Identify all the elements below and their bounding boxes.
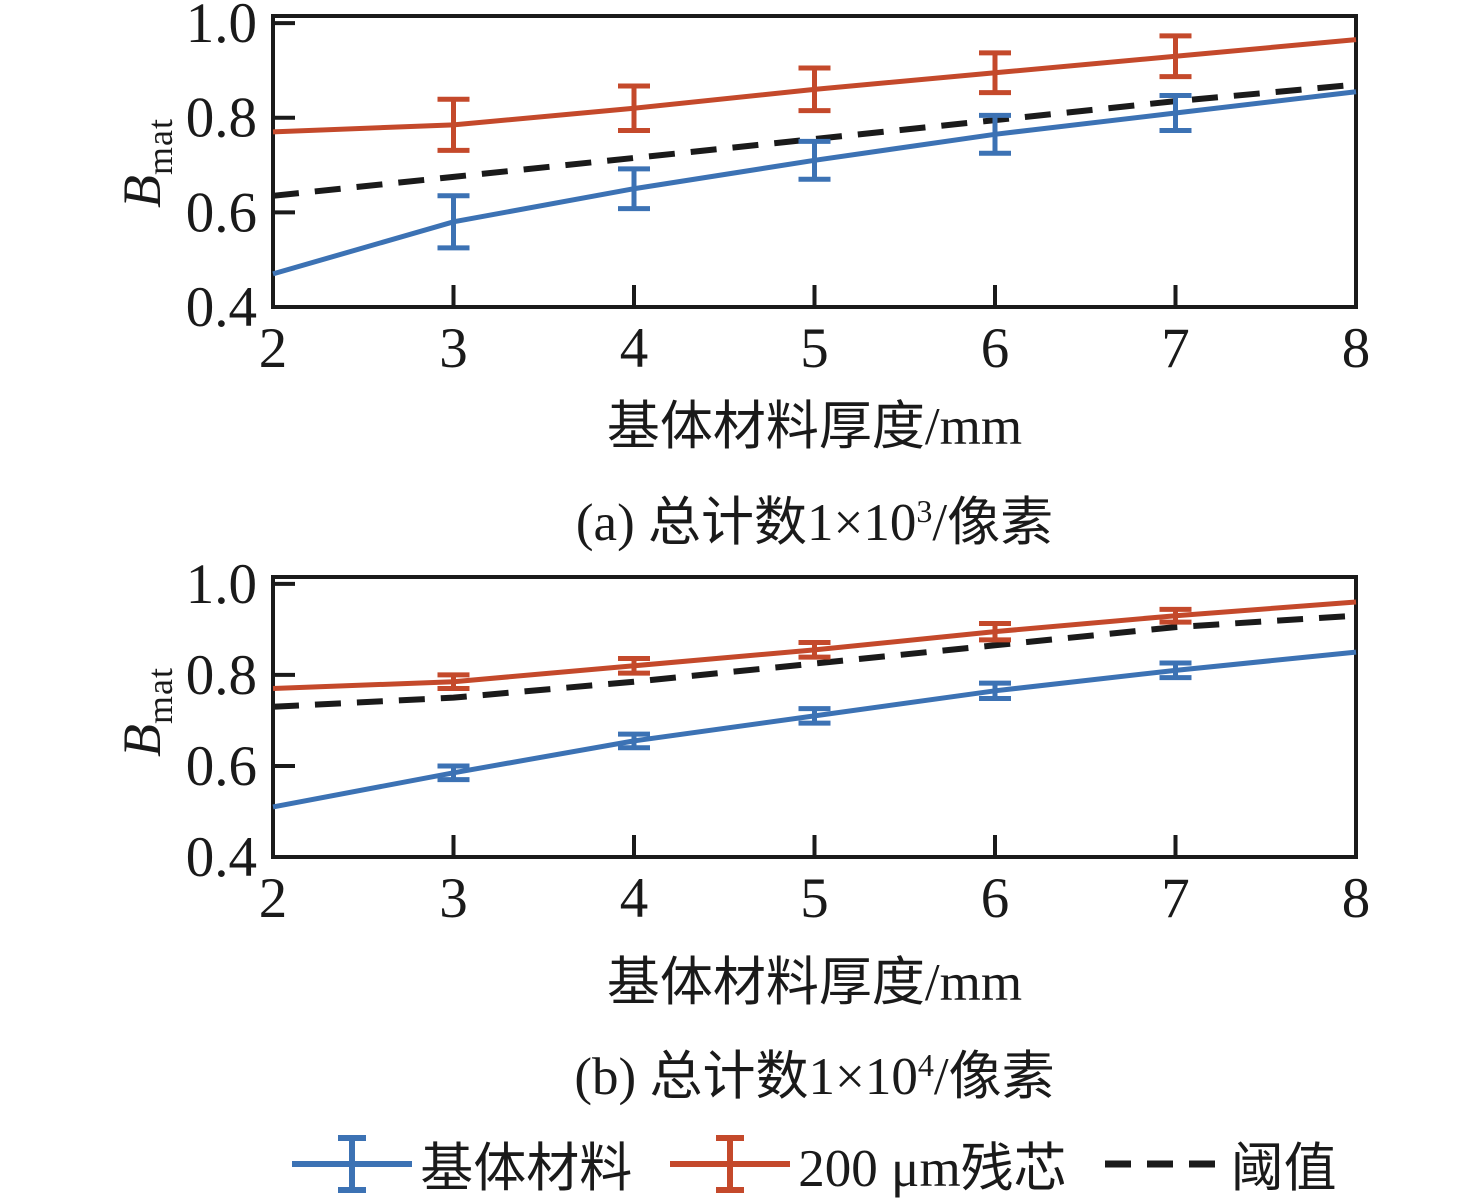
legend: 基体材料 200 μm残芯 阈值: [273, 1126, 1356, 1202]
y-axis-label-sub: mat: [139, 667, 180, 724]
caption-b-sup: 4: [917, 1047, 934, 1083]
x-axis-label-text: 基体材料厚度/mm: [606, 398, 1023, 456]
y-tick-label: 0.6: [186, 735, 257, 798]
caption-a: (a) 总计数1×103/像素: [273, 478, 1356, 552]
x-tick-label: 6: [981, 317, 1010, 380]
plot-frame: [271, 575, 1358, 859]
x-axis-label-text: 基体材料厚度/mm: [606, 954, 1023, 1012]
chart-b-svg: 0.4 0.6 0.8 1.0 2 3 4 5 6 7 8: [186, 561, 1371, 930]
y-tick-label: 0.8: [186, 87, 257, 150]
legend-label: 基体材料: [420, 1140, 633, 1198]
legend-item-base-material: 基体材料: [292, 1126, 632, 1202]
x-tick-label: 2: [259, 317, 288, 380]
caption-b: (b) 总计数1×104/像素: [273, 1032, 1356, 1106]
errorbar-legend-icon-blue: [292, 1135, 413, 1193]
errorbar-legend-icon-red: [670, 1135, 791, 1193]
plot-frame: [271, 14, 1358, 309]
caption-a-sup: 3: [916, 493, 933, 529]
x-tick-label: 4: [620, 867, 649, 930]
y-tick-label: 1.0: [186, 0, 257, 55]
y-tick-label: 1.0: [186, 561, 257, 616]
caption-b-prefix: (b) 总计数1×10: [574, 1048, 918, 1106]
legend-label: 阈值: [1230, 1140, 1337, 1198]
y-axis-label-a: Bmat: [107, 13, 180, 313]
x-tick-label: 7: [1161, 867, 1190, 930]
caption-b-suffix: /像素: [933, 1048, 1055, 1106]
chart-a-svg: 0.4 0.6 0.8 1.0 2 3 4 5 6 7 8: [186, 0, 1371, 380]
x-tick-label: 3: [439, 867, 468, 930]
y-axis-label-sub: mat: [139, 118, 180, 175]
y-axis-label-main: B: [112, 175, 172, 208]
x-axis-label-a: 基体材料厚度/mm: [273, 396, 1356, 458]
legend-item-residual-core: 200 μm残芯: [670, 1126, 1067, 1202]
dashed-line-legend-icon: [1104, 1160, 1223, 1168]
caption-a-suffix: /像素: [932, 494, 1054, 552]
series-line-threshold: [272, 612, 1357, 710]
x-tick-label: 3: [439, 317, 468, 380]
series-line-base_material: [272, 89, 1357, 277]
y-tick-label: 0.4: [186, 826, 257, 889]
x-tick-label: 2: [259, 867, 288, 930]
x-tick-label: 8: [1342, 867, 1371, 930]
y-axis-label-main: B: [112, 724, 172, 757]
x-tick-label: 8: [1342, 317, 1371, 380]
x-tick-label: 4: [620, 317, 649, 380]
x-axis-label-b: 基体材料厚度/mm: [273, 952, 1356, 1014]
y-axis-label-b: Bmat: [107, 562, 180, 862]
legend-label: 200 μm残芯: [798, 1140, 1067, 1198]
y-tick-label: 0.6: [186, 181, 257, 244]
x-tick-label: 5: [800, 867, 829, 930]
x-tick-label: 5: [800, 317, 829, 380]
y-tick-label: 0.4: [186, 276, 257, 339]
x-tick-label: 7: [1161, 317, 1190, 380]
x-tick-label: 6: [981, 867, 1010, 930]
caption-a-prefix: (a) 总计数1×10: [575, 494, 917, 552]
series-line-base_material: [272, 649, 1357, 810]
legend-item-threshold: 阈值: [1104, 1126, 1337, 1202]
y-tick-label: 0.8: [186, 644, 257, 707]
